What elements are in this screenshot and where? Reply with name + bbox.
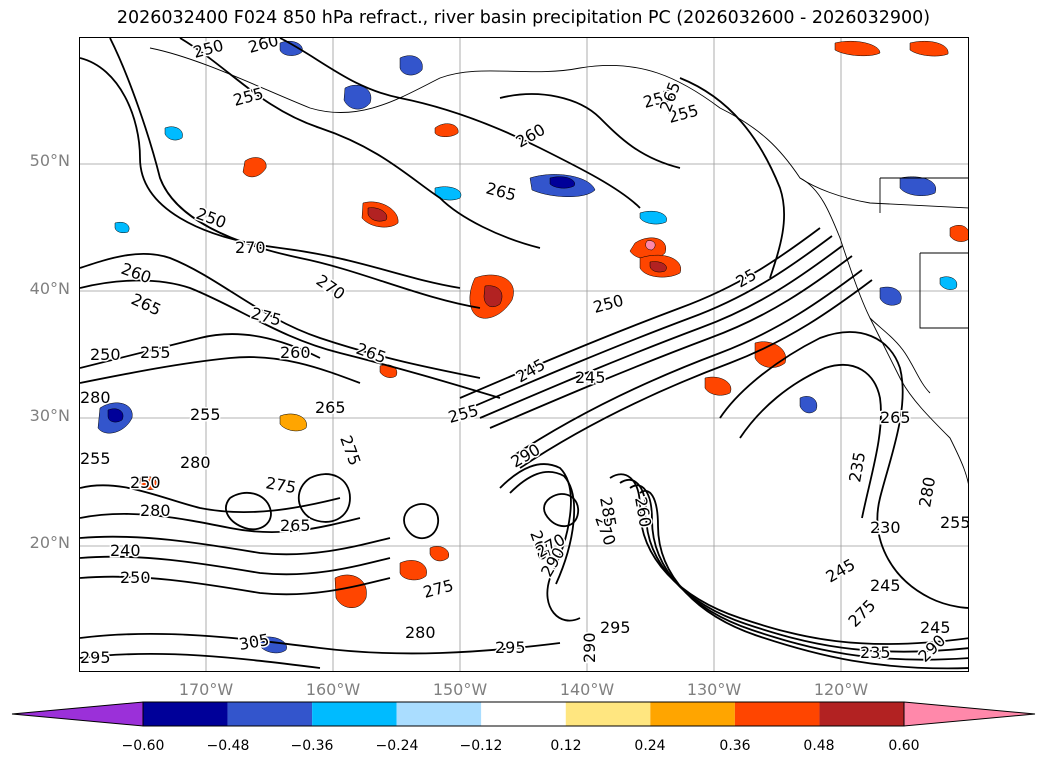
colorbar-bin xyxy=(481,702,566,726)
colorbar-bin xyxy=(819,702,904,726)
colorbar-bin xyxy=(312,702,397,726)
contour-label: 250 xyxy=(130,473,161,492)
colorbar-bin xyxy=(565,702,651,726)
contour-label: 275 xyxy=(844,596,879,631)
colorbar-bin xyxy=(650,702,735,726)
contour-label: 265 xyxy=(484,179,518,205)
contour-label: 265 xyxy=(880,408,911,427)
colorbar-tick: 0.60 xyxy=(888,738,920,754)
colorbar-tick: −0.12 xyxy=(459,738,503,754)
colorbar-bin xyxy=(143,702,228,726)
map-title: 2026032400 F024 850 hPa refract., river … xyxy=(116,8,931,28)
contour-label: 250 xyxy=(90,345,121,364)
contour-label: 260 xyxy=(631,495,655,528)
contour-label: 230 xyxy=(870,518,901,537)
colorbar-outline xyxy=(142,701,905,727)
contour-label: 275 xyxy=(421,576,455,602)
precip-positive-areas xyxy=(139,40,968,608)
contour-label: 255 xyxy=(231,84,265,110)
colorbar-segments xyxy=(11,701,1036,727)
contour-label: 250 xyxy=(191,38,225,62)
contour-label: 265 xyxy=(280,516,311,535)
contour-label: 255 xyxy=(80,449,111,468)
colorbar-extend-high xyxy=(903,701,1036,727)
contour-label: 260 xyxy=(280,343,311,362)
contour-label: 265 xyxy=(354,339,389,367)
contour-label: 250 xyxy=(591,291,625,317)
contour-label: 295 xyxy=(495,638,526,657)
contour-label: 275 xyxy=(336,433,364,468)
contour-label: 265 xyxy=(315,398,346,417)
contour-label: 265 xyxy=(128,289,164,319)
colorbar-tick: −0.36 xyxy=(290,738,334,754)
lat-label-30n: 30°N xyxy=(29,406,70,425)
contour-label: 270 xyxy=(313,271,349,304)
contour-label: 235 xyxy=(860,643,891,662)
lon-label-160w: 160°W xyxy=(305,680,361,699)
colorbar-bin xyxy=(227,702,313,726)
contour-label: 275 xyxy=(249,304,283,330)
lon-label-170w: 170°W xyxy=(178,680,234,699)
colorbar-tick: −0.48 xyxy=(206,738,250,754)
contour-label: 280 xyxy=(405,623,436,642)
lat-label-20n: 20°N xyxy=(29,533,70,552)
colorbar-tick: 0.48 xyxy=(803,738,835,754)
colorbar-tick: 0.12 xyxy=(550,738,582,754)
contour-label: 260 xyxy=(119,259,154,287)
lon-label-150w: 150°W xyxy=(432,680,488,699)
lon-label-120w: 120°W xyxy=(813,680,869,699)
contour-label: 280 xyxy=(140,501,171,520)
contour-label: 260 xyxy=(513,120,549,152)
contour-label: 295 xyxy=(80,648,111,667)
lat-label-50n: 50°N xyxy=(29,151,70,170)
colorbar-bin xyxy=(396,702,482,726)
coastlines xyxy=(149,47,968,484)
colorbar-tick: −0.60 xyxy=(121,738,165,754)
contour-label: 255 xyxy=(190,405,221,424)
contour-label: 280 xyxy=(80,388,111,407)
colorbar-extend-low xyxy=(11,701,144,727)
colorbar-bin xyxy=(734,702,820,726)
colorbar-tick: 0.36 xyxy=(719,738,751,754)
contour-label: 260 xyxy=(246,38,280,57)
map-panel: 250 260 255 255 260 265 250 270 260 270 265 275 260 2… xyxy=(79,37,969,672)
contour-label: 270 xyxy=(235,238,266,257)
contour-label: 295 xyxy=(600,618,631,637)
contour-label: 255 xyxy=(140,343,171,362)
colorbar-tick: −0.24 xyxy=(375,738,419,754)
contour-label: 245 xyxy=(920,618,951,637)
contour-label: 240 xyxy=(110,541,141,560)
contour-label: 290 xyxy=(580,632,599,663)
lon-label-140w: 140°W xyxy=(559,680,615,699)
colorbar-tick: 0.24 xyxy=(634,738,666,754)
contour-label: 305 xyxy=(237,630,270,654)
contour-label: 280 xyxy=(180,453,211,472)
contour-label: 250 xyxy=(120,568,151,587)
contour-label: 255 xyxy=(446,401,480,427)
contour-label: 245 xyxy=(823,555,859,587)
contour-label: 275 xyxy=(264,473,297,497)
lat-label-40n: 40°N xyxy=(29,279,70,298)
contour-label: 235 xyxy=(845,450,869,483)
contour-label: 255 xyxy=(940,513,969,532)
contour-label: 290 xyxy=(508,440,544,472)
precip-negative-areas xyxy=(97,40,958,654)
contour-label: 245 xyxy=(575,368,606,387)
lon-label-130w: 130°W xyxy=(686,680,742,699)
colorbar xyxy=(11,701,1036,727)
contour-label: 245 xyxy=(870,576,901,595)
refractivity-contours xyxy=(80,38,968,670)
contour-label: 280 xyxy=(915,475,939,508)
